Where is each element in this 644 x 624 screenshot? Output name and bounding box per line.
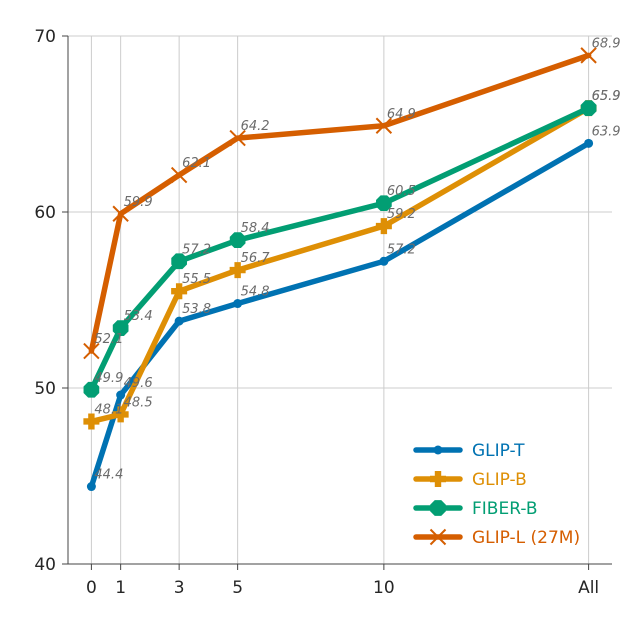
legend-marker	[430, 471, 446, 487]
data-label: 62.1	[182, 156, 211, 171]
data-point	[379, 256, 389, 266]
x-tick-label: 3	[174, 578, 185, 598]
data-label: 58.4	[241, 221, 270, 236]
data-point	[580, 47, 597, 64]
legend-label: GLIP-L (27M)	[472, 528, 580, 548]
data-point	[229, 262, 246, 279]
series-line	[88, 52, 592, 354]
data-label: 59.9	[124, 195, 153, 210]
data-point	[584, 138, 594, 148]
data-point	[112, 320, 129, 337]
data-label: 53.4	[124, 309, 153, 324]
series-fiber-b	[83, 100, 597, 398]
series-line	[88, 105, 592, 425]
series-glip-b	[83, 100, 597, 430]
axes	[62, 35, 612, 570]
data-label: 44.4	[94, 468, 123, 483]
data-point	[170, 166, 188, 184]
y-tick-label: 60	[34, 203, 56, 223]
data-label: 65.9	[592, 89, 621, 104]
data-label: 52.1	[94, 332, 123, 347]
data-label: 56.7	[241, 251, 271, 266]
tick-labels: 40 50 60 70 0 1 3 5 10 All	[34, 27, 599, 598]
legend-label: GLIP-T	[472, 441, 525, 461]
x-tick-label: 1	[115, 578, 126, 598]
data-point	[233, 299, 243, 309]
data-label: 55.5	[182, 272, 211, 287]
series	[83, 47, 597, 492]
data-point	[229, 232, 246, 249]
y-tick-label: 50	[34, 379, 56, 399]
x-tick-label: 10	[373, 578, 395, 598]
legend-marker	[433, 445, 443, 455]
data-label: 49.6	[124, 376, 153, 391]
y-tick-label: 40	[34, 555, 56, 575]
legend-entry: GLIP-T	[413, 441, 525, 461]
data-label: 60.5	[387, 184, 416, 199]
data-point	[376, 195, 392, 212]
data-point	[112, 205, 129, 222]
data-label: 64.2	[241, 119, 270, 134]
data-point	[375, 218, 392, 235]
data-label: 53.8	[182, 302, 211, 317]
grid	[68, 35, 612, 565]
series-line	[88, 140, 592, 490]
x-tick-label: 0	[86, 578, 97, 598]
data-label: 64.9	[387, 107, 416, 122]
data-point	[116, 390, 126, 400]
legend-label: FIBER-B	[472, 499, 538, 519]
series-line	[88, 105, 592, 393]
data-point	[83, 413, 100, 430]
y-tick-label: 70	[34, 27, 56, 47]
data-label: 48.5	[124, 395, 153, 410]
x-tick-label: All	[578, 578, 599, 598]
data-label: 57.2	[182, 242, 211, 257]
series-glip-l-27m-	[83, 47, 597, 360]
legend-entry: FIBER-B	[413, 499, 538, 519]
data-label: 54.8	[241, 285, 270, 300]
legend-marker	[430, 500, 446, 516]
data-label: 63.9	[592, 124, 621, 139]
legend-label: GLIP-B	[472, 470, 527, 490]
data-point	[375, 117, 393, 134]
data-point	[171, 283, 188, 300]
data-label: 57.2	[387, 242, 416, 257]
data-labels: 44.4 49.6 53.8 54.8 57.2 63.9 48.1 48.5 55.5 56.7…	[94, 36, 620, 482]
data-point	[112, 406, 129, 423]
data-point	[86, 482, 96, 492]
legend: GLIP-T GLIP-B FIBER-B GLIP-L (27M)	[413, 441, 580, 548]
data-point	[83, 381, 100, 398]
data-label: 49.9	[94, 371, 123, 386]
legend-entry: GLIP-L (27M)	[413, 528, 580, 548]
series-glip-t	[86, 138, 594, 492]
data-label: 65.9	[592, 89, 621, 104]
data-point	[229, 129, 246, 147]
data-point	[580, 100, 597, 117]
legend-marker	[429, 528, 447, 546]
x-tick-label: 5	[232, 578, 243, 598]
data-label: 48.1	[94, 402, 123, 417]
legend-entry: GLIP-B	[413, 470, 527, 490]
data-point	[171, 253, 187, 270]
data-label: 68.9	[592, 36, 621, 51]
data-label: 59.2	[387, 207, 416, 222]
data-point	[174, 316, 184, 326]
data-point	[83, 342, 100, 360]
